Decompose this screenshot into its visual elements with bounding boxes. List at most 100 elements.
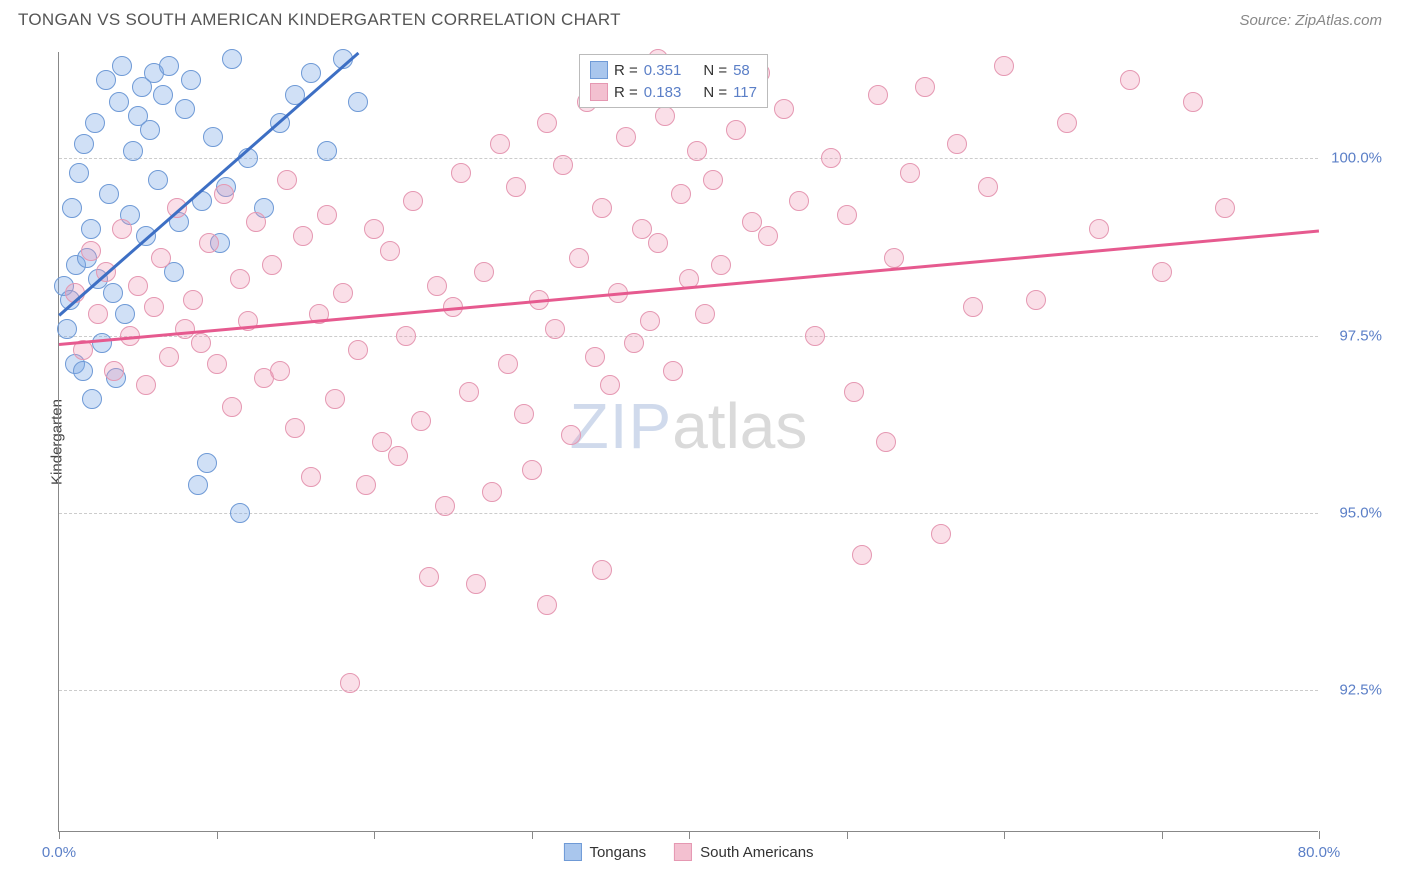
scatter-point (837, 205, 857, 225)
scatter-point (214, 184, 234, 204)
scatter-point (789, 191, 809, 211)
scatter-point (191, 333, 211, 353)
scatter-point (553, 155, 573, 175)
scatter-point (474, 262, 494, 282)
legend-row: R =0.351N =58 (590, 59, 757, 81)
scatter-point (148, 170, 168, 190)
series-legend-item: South Americans (674, 843, 813, 861)
scatter-point (695, 304, 715, 324)
scatter-point (96, 70, 116, 90)
scatter-point (230, 269, 250, 289)
scatter-point (285, 418, 305, 438)
scatter-point (805, 326, 825, 346)
scatter-point (69, 163, 89, 183)
x-tick (1319, 831, 1320, 839)
scatter-point (82, 389, 102, 409)
scatter-point (238, 148, 258, 168)
x-tick (847, 831, 848, 839)
scatter-point (498, 354, 518, 374)
scatter-point (81, 241, 101, 261)
legend-r-value: 0.351 (644, 62, 682, 79)
scatter-point (151, 248, 171, 268)
scatter-point (203, 127, 223, 147)
legend-swatch (590, 83, 608, 101)
scatter-point (411, 411, 431, 431)
scatter-point (57, 319, 77, 339)
scatter-point (317, 141, 337, 161)
legend-row: R =0.183N =117 (590, 81, 757, 103)
scatter-point (545, 319, 565, 339)
scatter-point (396, 326, 416, 346)
chart-title: TONGAN VS SOUTH AMERICAN KINDERGARTEN CO… (18, 10, 621, 30)
watermark-zip: ZIP (570, 390, 673, 462)
legend-n-label: N = (703, 84, 727, 101)
correlation-legend: R =0.351N =58R =0.183N =117 (579, 54, 768, 108)
scatter-point (1026, 290, 1046, 310)
scatter-point (388, 446, 408, 466)
scatter-point (183, 290, 203, 310)
scatter-point (115, 304, 135, 324)
legend-n-value: 58 (733, 62, 750, 79)
scatter-point (230, 503, 250, 523)
scatter-point (207, 354, 227, 374)
x-tick (1162, 831, 1163, 839)
scatter-point (88, 304, 108, 324)
scatter-point (112, 219, 132, 239)
plot-wrapper: Kindergarten ZIPatlas 92.5%95.0%97.5%100… (18, 42, 1388, 842)
scatter-point (270, 361, 290, 381)
gridline (59, 690, 1318, 691)
scatter-point (1120, 70, 1140, 90)
scatter-point (175, 99, 195, 119)
scatter-point (600, 375, 620, 395)
scatter-point (153, 85, 173, 105)
scatter-point (277, 170, 297, 190)
legend-r-value: 0.183 (644, 84, 682, 101)
scatter-point (136, 375, 156, 395)
chart-header: TONGAN VS SOUTH AMERICAN KINDERGARTEN CO… (0, 0, 1406, 36)
scatter-point (333, 283, 353, 303)
scatter-point (687, 141, 707, 161)
scatter-point (325, 389, 345, 409)
scatter-point (112, 56, 132, 76)
scatter-point (109, 92, 129, 112)
scatter-point (81, 219, 101, 239)
scatter-point (663, 361, 683, 381)
scatter-point (931, 524, 951, 544)
scatter-point (73, 361, 93, 381)
scatter-point (514, 404, 534, 424)
scatter-point (522, 460, 542, 480)
scatter-point (537, 113, 557, 133)
scatter-point (317, 205, 337, 225)
scatter-point (655, 106, 675, 126)
scatter-point (188, 475, 208, 495)
series-legend: Tongans South Americans (563, 843, 813, 861)
scatter-point (876, 432, 896, 452)
scatter-point (466, 574, 486, 594)
scatter-point (482, 482, 502, 502)
plot-area: ZIPatlas 92.5%95.0%97.5%100.0%0.0%80.0%R… (58, 52, 1318, 832)
scatter-point (490, 134, 510, 154)
x-tick-label: 0.0% (42, 844, 76, 861)
legend-swatch (563, 843, 581, 861)
scatter-point (85, 113, 105, 133)
scatter-point (301, 467, 321, 487)
y-tick-label: 97.5% (1339, 327, 1382, 344)
series-name: South Americans (700, 844, 813, 861)
scatter-point (978, 177, 998, 197)
series-legend-item: Tongans (563, 843, 646, 861)
scatter-point (222, 49, 242, 69)
scatter-point (758, 226, 778, 246)
series-name: Tongans (589, 844, 646, 861)
chart-source: Source: ZipAtlas.com (1239, 12, 1382, 29)
scatter-point (1057, 113, 1077, 133)
scatter-point (592, 198, 612, 218)
scatter-point (585, 347, 605, 367)
scatter-point (624, 333, 644, 353)
scatter-point (356, 475, 376, 495)
legend-n-value: 117 (733, 84, 757, 101)
trend-line (59, 229, 1319, 345)
scatter-point (222, 397, 242, 417)
scatter-point (92, 333, 112, 353)
scatter-point (774, 99, 794, 119)
scatter-point (994, 56, 1014, 76)
